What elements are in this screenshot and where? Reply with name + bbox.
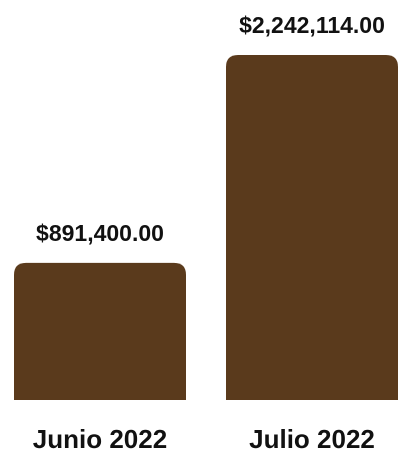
value-label: $2,242,114.00 [239, 12, 385, 38]
value-label: $891,400.00 [36, 220, 164, 246]
bars-group [14, 55, 398, 400]
category-labels-group: Junio 2022 Julio 2022 [33, 424, 375, 451]
category-label: Junio 2022 [33, 424, 167, 451]
category-label: Julio 2022 [249, 424, 375, 451]
bar-julio-2022 [226, 55, 398, 400]
bar-junio-2022 [14, 262, 186, 400]
value-labels-group: $891,400.00 $2,242,114.00 [36, 12, 385, 246]
